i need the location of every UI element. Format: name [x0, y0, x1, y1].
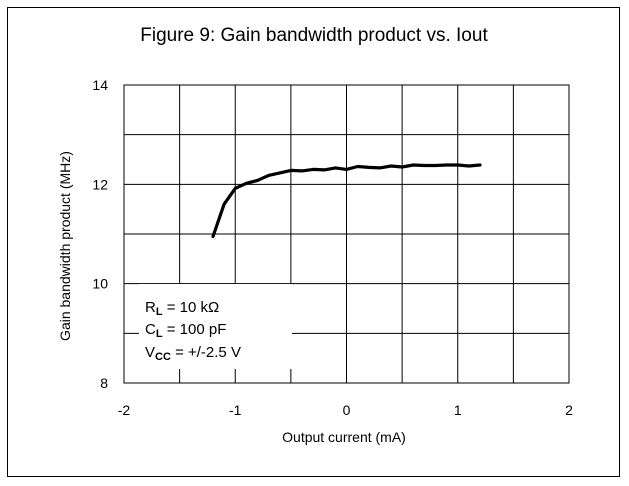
x-tick-label: 0 — [343, 402, 351, 418]
y-tick-label: 10 — [92, 276, 108, 292]
y-tick-labels: 8 10 12 14 — [92, 77, 108, 391]
y-tick-label: 14 — [92, 77, 108, 93]
x-tick-label: -2 — [118, 402, 131, 418]
chart-title: Figure 9: Gain bandwidth product vs. Iou… — [140, 25, 488, 46]
annotation-cl: CL = 100 pF — [145, 321, 226, 340]
y-tick-label: 12 — [92, 176, 108, 192]
annotation-vcc: VCC = +/-2.5 V — [145, 344, 241, 363]
x-tick-label: -1 — [229, 402, 242, 418]
series-line — [211, 163, 482, 239]
figure-frame: Figure 9: Gain bandwidth product vs. Iou… — [7, 7, 620, 477]
x-tick-label: 1 — [454, 402, 462, 418]
chart: Figure 9: Gain bandwidth product vs. Iou… — [57, 25, 573, 445]
annotation-rl: RL = 10 kΩ — [145, 299, 219, 318]
y-tick-label: 8 — [100, 375, 108, 391]
conditions-annotation: RL = 10 kΩ CL = 100 pF VCC = +/-2.5 V — [139, 284, 292, 369]
x-tick-labels: -2 -1 0 1 2 — [118, 402, 573, 418]
x-axis-label: Output current (mA) — [282, 429, 406, 445]
y-axis-label: Gain bandwidth product (MHz) — [57, 151, 73, 341]
plot-area — [123, 84, 570, 384]
x-tick-label: 2 — [565, 402, 573, 418]
